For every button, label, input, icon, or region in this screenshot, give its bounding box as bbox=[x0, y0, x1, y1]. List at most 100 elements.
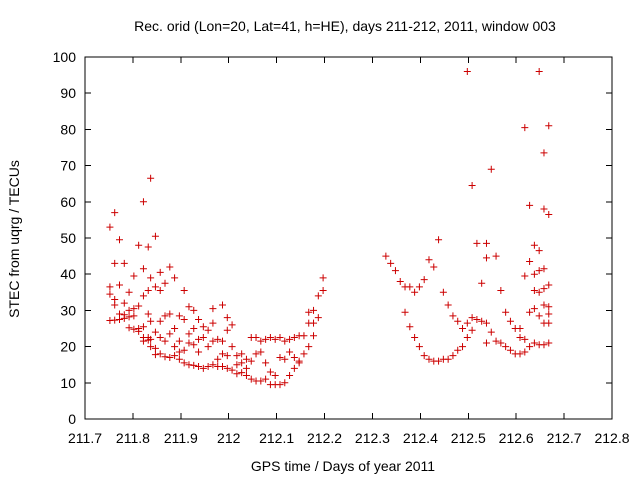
data-point bbox=[314, 292, 322, 300]
data-point bbox=[391, 267, 399, 275]
data-point bbox=[290, 353, 298, 361]
data-point bbox=[401, 308, 409, 316]
data-point bbox=[420, 276, 428, 284]
data-point bbox=[115, 281, 123, 289]
data-point bbox=[166, 310, 174, 318]
data-point bbox=[487, 328, 495, 336]
data-point bbox=[459, 343, 467, 351]
data-point bbox=[266, 368, 274, 376]
x-tick-label: 212 bbox=[217, 430, 241, 446]
data-point bbox=[521, 348, 529, 356]
data-point bbox=[521, 124, 529, 132]
data-point bbox=[242, 372, 250, 380]
data-point bbox=[238, 359, 246, 367]
x-tick-label: 212.6 bbox=[499, 430, 534, 446]
data-point bbox=[545, 210, 553, 218]
y-tick-label: 100 bbox=[53, 49, 77, 65]
data-point bbox=[468, 182, 476, 190]
data-point bbox=[473, 315, 481, 323]
data-point bbox=[290, 364, 298, 372]
data-point bbox=[247, 375, 255, 383]
data-point bbox=[161, 312, 169, 320]
data-point bbox=[147, 343, 155, 351]
data-point bbox=[411, 288, 419, 296]
data-point bbox=[144, 243, 152, 251]
data-point bbox=[180, 359, 188, 367]
data-point bbox=[228, 343, 236, 351]
data-point bbox=[195, 335, 203, 343]
data-point bbox=[530, 339, 538, 347]
data-point bbox=[540, 285, 548, 293]
data-point bbox=[478, 317, 486, 325]
data-point bbox=[535, 267, 543, 275]
data-point bbox=[242, 355, 250, 363]
data-point bbox=[195, 363, 203, 371]
data-point bbox=[454, 317, 462, 325]
data-point bbox=[199, 334, 207, 342]
data-point bbox=[415, 283, 423, 291]
data-point bbox=[151, 344, 159, 352]
data-point bbox=[120, 259, 128, 267]
data-point bbox=[535, 312, 543, 320]
data-point bbox=[166, 263, 174, 271]
data-point bbox=[135, 302, 143, 310]
data-point bbox=[281, 355, 289, 363]
x-tick-label: 212.2 bbox=[307, 430, 342, 446]
data-point bbox=[281, 379, 289, 387]
data-point bbox=[106, 223, 114, 231]
data-point bbox=[199, 364, 207, 372]
data-point bbox=[545, 319, 553, 327]
data-point bbox=[526, 201, 534, 209]
data-point bbox=[171, 325, 179, 332]
x-tick-label: 212.3 bbox=[355, 430, 390, 446]
data-point bbox=[214, 335, 222, 343]
data-point bbox=[545, 281, 553, 289]
data-point bbox=[516, 334, 524, 342]
data-point bbox=[463, 67, 471, 75]
data-point bbox=[526, 258, 534, 266]
data-point bbox=[482, 339, 490, 347]
data-point bbox=[151, 283, 159, 291]
data-point bbox=[502, 343, 510, 351]
data-point bbox=[242, 364, 250, 372]
data-point bbox=[530, 286, 538, 294]
data-point bbox=[540, 149, 548, 157]
data-point bbox=[545, 339, 553, 347]
data-point bbox=[151, 351, 159, 359]
data-point bbox=[218, 301, 226, 309]
data-point bbox=[526, 343, 534, 351]
data-point bbox=[439, 288, 447, 296]
data-point bbox=[545, 310, 553, 318]
data-point bbox=[125, 313, 133, 321]
data-point bbox=[156, 286, 164, 294]
data-point bbox=[449, 312, 457, 320]
data-point bbox=[185, 361, 193, 369]
data-point bbox=[135, 327, 143, 335]
data-point bbox=[286, 335, 294, 343]
data-point bbox=[319, 286, 327, 294]
data-point bbox=[535, 247, 543, 255]
data-point bbox=[151, 232, 159, 240]
data-point bbox=[195, 348, 203, 356]
x-tick-label: 212.1 bbox=[259, 430, 294, 446]
data-point bbox=[506, 317, 514, 325]
data-point bbox=[175, 348, 183, 356]
data-point bbox=[106, 283, 114, 291]
data-point bbox=[130, 325, 138, 333]
data-point bbox=[180, 315, 188, 323]
data-point bbox=[111, 316, 119, 324]
data-point bbox=[300, 332, 308, 340]
data-point bbox=[459, 325, 467, 332]
data-point bbox=[257, 337, 265, 345]
data-point bbox=[535, 288, 543, 296]
data-point bbox=[175, 337, 183, 345]
plot-frame bbox=[84, 56, 613, 420]
plot-border bbox=[84, 56, 613, 420]
data-point bbox=[463, 319, 471, 327]
data-point bbox=[238, 369, 246, 377]
data-point bbox=[276, 381, 284, 389]
data-point bbox=[478, 279, 486, 287]
data-point bbox=[125, 306, 133, 314]
data-point bbox=[540, 265, 548, 273]
